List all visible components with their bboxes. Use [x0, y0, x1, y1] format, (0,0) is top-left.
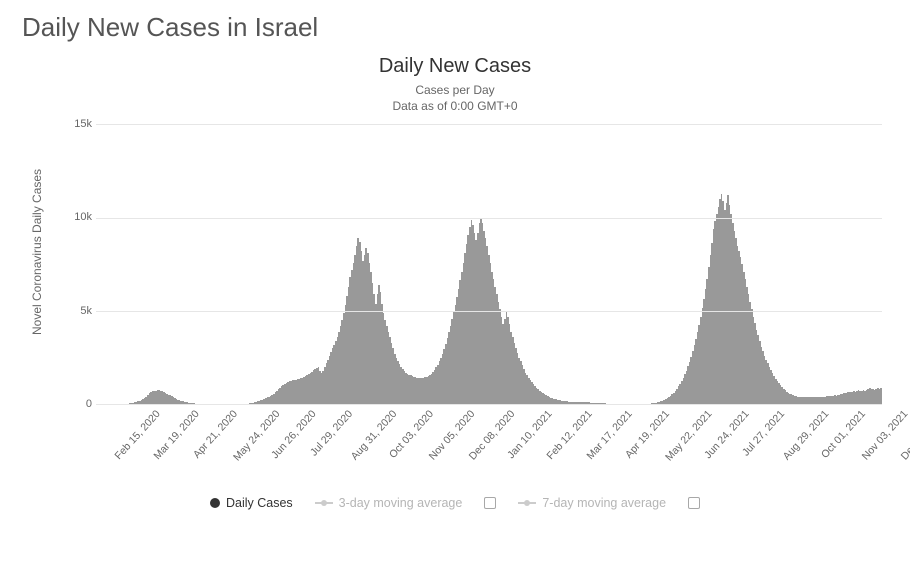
- bar-series: [96, 124, 882, 404]
- y-tick-label: 10k: [58, 211, 92, 223]
- chart-subtitle: Cases per Day Data as of 0:00 GMT+0: [18, 82, 892, 114]
- gridline: [96, 404, 882, 405]
- legend-item-daily[interactable]: Daily Cases: [210, 496, 293, 510]
- legend: Daily Cases 3-day moving average 7-day mov…: [18, 496, 892, 510]
- gridline: [96, 218, 882, 219]
- chart-subtitle-line-1: Cases per Day: [415, 83, 494, 97]
- x-axis: Feb 15, 2020Mar 19, 2020Apr 21, 2020May …: [96, 408, 882, 494]
- gridline: [96, 311, 882, 312]
- legend-item-ma7[interactable]: 7-day moving average: [518, 496, 666, 510]
- chart-container: Daily New Cases Cases per Day Data as of…: [18, 55, 892, 510]
- legend-swatch-line: [518, 502, 536, 504]
- y-tick-label: 5k: [58, 305, 92, 317]
- legend-label: 3-day moving average: [339, 496, 463, 510]
- chart-subtitle-line-2: Data as of 0:00 GMT+0: [392, 99, 517, 113]
- legend-label: Daily Cases: [226, 496, 293, 510]
- y-tick-label: 0: [58, 398, 92, 410]
- page-title: Daily New Cases in Israel: [0, 0, 910, 43]
- plot-area: [96, 124, 882, 404]
- y-tick-label: 15k: [58, 118, 92, 130]
- chart-title: Daily New Cases: [18, 55, 892, 78]
- y-axis-label: Novel Coronavirus Daily Cases: [30, 169, 44, 335]
- legend-swatch-line: [315, 502, 333, 504]
- bar: [880, 388, 882, 404]
- legend-swatch-dot: [210, 498, 220, 508]
- legend-checkbox-ma7[interactable]: [688, 497, 700, 509]
- gridline: [96, 124, 882, 125]
- legend-label: 7-day moving average: [542, 496, 666, 510]
- legend-checkbox-ma3[interactable]: [484, 497, 496, 509]
- legend-item-ma3[interactable]: 3-day moving average: [315, 496, 463, 510]
